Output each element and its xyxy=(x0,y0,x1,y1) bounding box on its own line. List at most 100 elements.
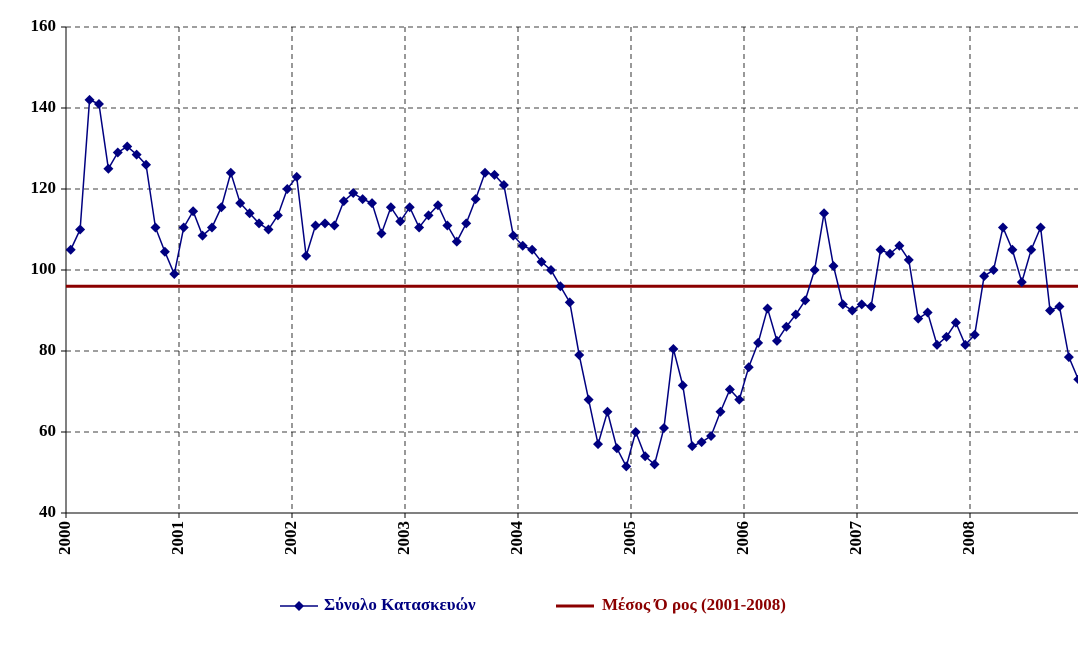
y-tick-label: 160 xyxy=(31,16,57,35)
data-point xyxy=(254,218,265,229)
legend-label: Μέσος Ό ρος (2001-2008) xyxy=(602,595,786,614)
data-point xyxy=(159,246,170,257)
data-point xyxy=(837,299,848,310)
data-point xyxy=(950,317,961,328)
data-point xyxy=(385,202,396,213)
data-point xyxy=(498,179,509,190)
data-point xyxy=(988,265,999,275)
data-point xyxy=(282,184,293,194)
data-point xyxy=(84,94,95,105)
data-point xyxy=(856,299,867,310)
y-tick-label: 80 xyxy=(39,340,56,359)
data-point xyxy=(611,443,622,454)
data-point xyxy=(470,194,481,205)
data-point xyxy=(696,437,707,448)
data-point xyxy=(932,339,943,350)
data-point xyxy=(527,244,538,255)
data-point xyxy=(640,451,651,462)
data-point xyxy=(790,309,801,320)
data-point xyxy=(395,216,406,227)
x-tick-label: 2002 xyxy=(281,521,300,555)
data-point xyxy=(743,362,754,373)
y-tick-label: 100 xyxy=(31,259,57,278)
data-point xyxy=(894,240,905,251)
data-point xyxy=(555,281,566,292)
data-point xyxy=(150,222,161,233)
data-point xyxy=(508,230,519,241)
data-point xyxy=(112,147,123,158)
data-point xyxy=(602,406,613,417)
data-point xyxy=(677,380,688,391)
data-point xyxy=(65,244,76,255)
data-point xyxy=(687,441,698,452)
x-tick-label: 2000 xyxy=(55,521,74,555)
data-point xyxy=(734,394,745,405)
data-point xyxy=(771,335,782,346)
data-point xyxy=(235,198,246,209)
data-point xyxy=(969,329,980,340)
data-point xyxy=(75,224,86,235)
data-point xyxy=(414,222,425,233)
data-point xyxy=(536,256,547,267)
data-point xyxy=(800,295,811,306)
data-point xyxy=(866,301,877,312)
data-point xyxy=(715,406,726,417)
data-point xyxy=(244,208,255,219)
legend-label: Σύνολο Κατασκευών xyxy=(324,595,476,614)
y-tick-label: 120 xyxy=(31,178,57,197)
data-point xyxy=(997,222,1008,233)
data-point xyxy=(357,194,368,205)
data-point xyxy=(93,98,104,109)
data-point xyxy=(461,218,472,229)
x-tick-label: 2006 xyxy=(733,521,752,555)
data-point xyxy=(875,244,886,255)
data-point xyxy=(593,439,604,450)
data-point xyxy=(367,198,378,209)
data-point xyxy=(301,250,312,261)
data-point xyxy=(960,339,971,350)
data-point xyxy=(423,210,434,221)
data-point xyxy=(329,220,340,231)
data-point xyxy=(630,427,641,437)
data-point xyxy=(574,350,585,361)
data-point xyxy=(884,248,895,259)
y-tick-label: 40 xyxy=(39,502,56,521)
data-point xyxy=(583,394,594,405)
data-point xyxy=(188,206,199,217)
data-point xyxy=(1035,222,1046,233)
data-point xyxy=(828,260,839,271)
data-point xyxy=(206,222,217,233)
x-tick-label: 2005 xyxy=(620,521,639,555)
data-point xyxy=(103,163,114,174)
data-point xyxy=(141,159,152,170)
data-point xyxy=(1054,301,1065,312)
x-tick-label: 2008 xyxy=(959,521,978,555)
data-point xyxy=(480,167,491,178)
y-tick-label: 140 xyxy=(31,97,57,116)
x-tick-label: 2004 xyxy=(507,521,526,556)
data-point xyxy=(489,169,500,180)
data-point xyxy=(197,230,208,241)
x-tick-label: 2001 xyxy=(168,521,187,555)
data-point xyxy=(762,303,773,314)
data-point xyxy=(432,200,443,211)
data-point xyxy=(310,220,321,231)
data-point xyxy=(941,331,952,342)
data-point xyxy=(668,343,679,354)
data-point xyxy=(131,149,142,160)
x-tick-label: 2007 xyxy=(846,521,865,556)
data-point xyxy=(809,265,820,275)
data-line xyxy=(70,98,1078,469)
data-point xyxy=(753,337,764,348)
data-point xyxy=(442,220,453,231)
data-point xyxy=(225,167,236,178)
data-point xyxy=(847,305,858,316)
data-point xyxy=(649,459,660,470)
data-point xyxy=(263,224,274,235)
data-point xyxy=(169,269,180,280)
data-point xyxy=(564,297,575,308)
data-point xyxy=(291,171,302,182)
data-point xyxy=(376,228,387,239)
data-point xyxy=(272,210,283,221)
